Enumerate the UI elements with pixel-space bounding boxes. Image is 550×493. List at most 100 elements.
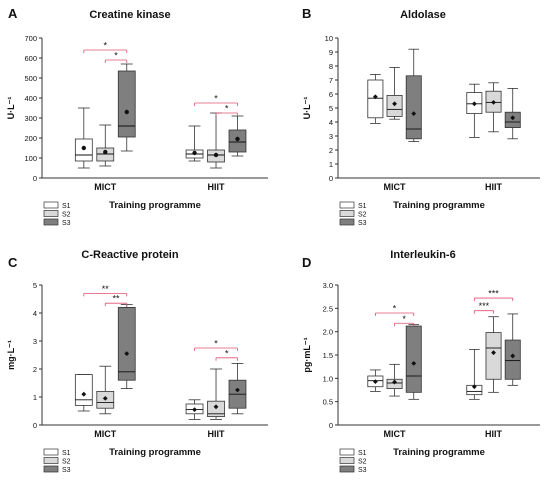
mean-marker: [491, 100, 496, 105]
legend-label: S2: [358, 459, 367, 466]
box-iqr: [74, 374, 93, 406]
panel-title: Aldolase: [400, 9, 446, 21]
mean-marker: [124, 109, 129, 115]
y-tick-label: 2.5: [323, 304, 333, 313]
panel-title: Creatine kinase: [89, 9, 170, 21]
box-hiit-s3: [504, 313, 521, 386]
significance-bracket: *: [194, 339, 238, 351]
box-mict-s2: [96, 124, 115, 167]
significance-label: *: [104, 41, 108, 51]
y-tick-label: 0: [329, 174, 333, 183]
y-tick-label: 100: [24, 154, 37, 163]
box-hiit-s1: [466, 348, 483, 400]
legend-label: S1: [62, 203, 71, 210]
legend-label: S2: [62, 212, 71, 219]
x-axis-label: Training programme: [109, 200, 201, 211]
significance-bracket: *: [104, 51, 128, 63]
box-hiit-s1: [466, 83, 483, 138]
legend-label: S3: [358, 220, 367, 227]
mean-marker: [491, 350, 496, 356]
y-tick-label: 0: [329, 421, 333, 430]
box-iqr: [117, 306, 136, 381]
panel-label: D: [302, 255, 311, 270]
box-mict-s3: [405, 48, 422, 143]
panel-label: B: [302, 6, 311, 21]
legend-swatch: [43, 210, 59, 217]
box-mict-s2: [96, 365, 115, 415]
y-tick-label: 300: [24, 114, 37, 123]
y-tick-label: 0: [33, 421, 37, 430]
y-tick-label: 700: [24, 34, 37, 43]
panel-label: A: [8, 6, 18, 21]
x-category-label: MICT: [384, 429, 406, 439]
mean-marker: [392, 379, 397, 385]
box-hiit-s2: [207, 112, 225, 169]
legend-label: S1: [358, 450, 367, 457]
significance-label: *: [214, 339, 218, 349]
significance-bracket: *: [194, 94, 238, 106]
legend-label: S2: [358, 212, 367, 219]
y-axis-label: U·L⁻¹: [6, 97, 16, 120]
box-mict-s1: [367, 74, 384, 124]
box-hiit-s3: [504, 88, 521, 140]
legend-label: S3: [358, 467, 367, 474]
box-hiit-s2: [485, 82, 502, 133]
box-iqr: [405, 75, 422, 140]
legend-label: S2: [62, 459, 71, 466]
x-category-label: HIIT: [485, 429, 503, 439]
significance-bracket: *: [83, 41, 128, 53]
mean-marker: [471, 384, 477, 390]
y-tick-label: 3.0: [323, 281, 333, 290]
y-tick-label: 0: [33, 174, 37, 183]
significance-label: *: [402, 314, 406, 324]
significance-bracket: **: [83, 284, 128, 297]
y-tick-label: 400: [24, 94, 37, 103]
y-tick-label: 1.0: [323, 374, 333, 383]
mean-marker: [411, 361, 417, 366]
legend-swatch: [43, 201, 59, 209]
mean-marker: [372, 379, 378, 384]
y-tick-label: 2: [33, 365, 37, 374]
mean-marker: [192, 150, 197, 156]
panel-c: C C-Reactive protein 0 1 2 3 4 5 mg·L⁻¹ MICT HIIT *…: [6, 249, 268, 474]
significance-bracket: *: [215, 348, 238, 361]
y-tick-label: 2.0: [323, 328, 333, 337]
box-mict-s3: [117, 63, 136, 152]
mean-marker: [192, 407, 197, 412]
box-iqr: [117, 70, 136, 138]
legend-swatch: [43, 218, 59, 226]
y-tick-label: 1: [33, 393, 37, 402]
significance-label: **: [102, 284, 110, 294]
significance-label: **: [113, 294, 121, 304]
legend-swatch: [43, 457, 59, 464]
mean-marker: [213, 152, 219, 158]
x-category-label: HIIT: [208, 182, 226, 192]
y-axis-label: pg·mL⁻¹: [302, 337, 312, 372]
y-axis-label: mg·L⁻¹: [6, 340, 16, 370]
mean-marker: [235, 387, 240, 393]
y-tick-label: 2: [329, 146, 333, 155]
mean-marker: [510, 115, 516, 121]
box-hiit-s1: [185, 125, 204, 162]
y-tick-label: 0.5: [323, 398, 333, 407]
legend-label: S1: [358, 203, 367, 210]
y-tick-label: 9: [329, 48, 333, 57]
x-category-label: MICT: [384, 182, 406, 192]
y-tick-label: 3: [33, 337, 37, 346]
box-hiit-s2: [207, 368, 225, 420]
box-hiit-s3: [228, 115, 247, 157]
box-mict-s3: [117, 304, 136, 390]
y-tick-label: 1.5: [323, 351, 333, 360]
mean-marker: [411, 111, 417, 116]
box-mict-s2: [386, 363, 403, 397]
box-mict-s1: [367, 369, 384, 392]
y-tick-label: 4: [33, 309, 37, 318]
mean-marker: [372, 94, 378, 100]
mean-marker: [471, 101, 477, 107]
legend-label: S3: [62, 467, 71, 474]
y-tick-label: 5: [329, 104, 333, 113]
mean-marker: [103, 149, 108, 155]
significance-bracket: *: [215, 104, 238, 116]
